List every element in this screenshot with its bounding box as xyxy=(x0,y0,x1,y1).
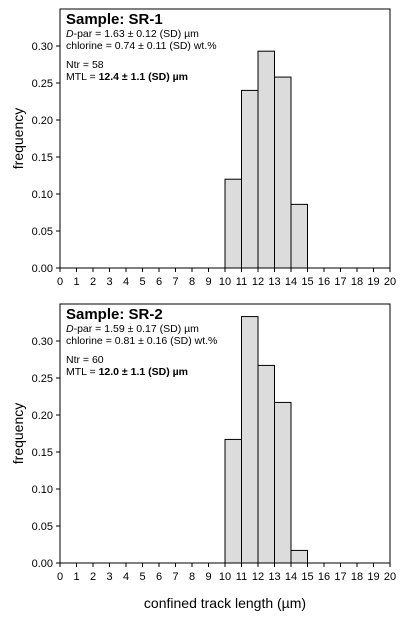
x-tick-label: 15 xyxy=(301,571,313,583)
x-tick-label: 16 xyxy=(318,571,330,583)
y-axis-label: frequency xyxy=(10,403,26,464)
x-tick-label: 20 xyxy=(384,276,396,288)
x-tick-label: 4 xyxy=(123,276,129,288)
bars xyxy=(224,50,308,269)
chlorine-stat: chlorine = 0.74 ± 0.11 (SD) wt.% xyxy=(66,40,217,52)
histogram-bar xyxy=(257,364,275,564)
histogram-bar xyxy=(224,438,242,564)
y-tick-label: 0.20 xyxy=(32,115,53,127)
y-tick-label: 0.10 xyxy=(32,484,53,496)
x-tick-label: 10 xyxy=(219,571,231,583)
y-axis-label: frequency xyxy=(10,108,26,169)
x-tick-label: 11 xyxy=(236,571,247,583)
dpar-value: -par = 1.63 ± 0.12 (SD) µm xyxy=(74,28,200,40)
x-tick-label: 14 xyxy=(285,276,297,288)
y-tick-label: 0.25 xyxy=(32,373,53,385)
x-axis-ticks: 0 1 2 3 4 5 6 7 8 9 10 11 12 13 14 15 16 17 18 19 20 xyxy=(57,268,396,288)
x-tick-label: 8 xyxy=(189,571,195,583)
x-tick-label: 12 xyxy=(252,276,264,288)
x-tick-label: 2 xyxy=(90,571,96,583)
x-tick-label: 13 xyxy=(268,276,280,288)
x-tick-label: 1 xyxy=(73,276,79,288)
histogram-bar xyxy=(290,203,308,269)
y-tick-label: 0.15 xyxy=(32,447,53,459)
y-tick-label: 0.30 xyxy=(32,41,53,53)
histogram-bar xyxy=(290,549,308,564)
x-tick-label: 18 xyxy=(351,571,363,583)
x-tick-label: 20 xyxy=(384,571,396,583)
dpar-stat: D-par = 1.63 ± 0.12 (SD) µm xyxy=(66,28,199,40)
x-tick-label: 16 xyxy=(318,276,330,288)
ntr-stat: Ntr = 60 xyxy=(66,354,104,366)
x-tick-label: 0 xyxy=(57,571,63,583)
mtl-stat: MTL = 12.4 ± 1.1 (SD) µm xyxy=(66,71,188,83)
ntr-stat: Ntr = 58 xyxy=(66,59,104,71)
x-tick-label: 7 xyxy=(172,571,178,583)
x-tick-label: 3 xyxy=(106,276,112,288)
y-tick-label: 0.25 xyxy=(32,78,53,90)
y-tick-label: 0.20 xyxy=(32,410,53,422)
x-tick-label: 9 xyxy=(205,571,211,583)
x-tick-label: 11 xyxy=(236,276,247,288)
sample-title: Sample: SR-2 xyxy=(66,306,163,323)
y-axis-ticks: 0.00 0.05 0.10 0.15 0.20 0.25 0.30 xyxy=(32,41,60,275)
mtl-prefix: MTL = xyxy=(66,366,99,378)
x-axis-label: confined track length (µm) xyxy=(144,595,306,611)
x-tick-label: 13 xyxy=(268,571,280,583)
x-tick-label: 18 xyxy=(351,276,363,288)
y-tick-label: 0.15 xyxy=(32,152,53,164)
x-tick-label: 3 xyxy=(106,571,112,583)
y-tick-label: 0.30 xyxy=(32,336,53,348)
y-tick-label: 0.05 xyxy=(32,226,53,238)
x-tick-label: 15 xyxy=(301,276,313,288)
y-tick-label: 0.00 xyxy=(32,263,53,275)
histogram-bar xyxy=(274,401,292,564)
dpar-stat: D-par = 1.59 ± 0.17 (SD) µm xyxy=(66,323,199,335)
mtl-stat: MTL = 12.0 ± 1.1 (SD) µm xyxy=(66,366,188,378)
x-tick-label: 14 xyxy=(285,571,297,583)
x-tick-label: 0 xyxy=(57,276,63,288)
y-tick-label: 0.10 xyxy=(32,189,53,201)
x-axis-ticks: 0 1 2 3 4 5 6 7 8 9 10 11 12 13 14 15 16 17 18 19 20 xyxy=(57,563,396,583)
bars xyxy=(224,316,308,564)
y-tick-label: 0.00 xyxy=(32,558,53,570)
dpar-italic: D xyxy=(66,323,74,335)
sample-title: Sample: SR-1 xyxy=(66,11,163,28)
x-tick-label: 5 xyxy=(139,276,145,288)
histogram-bar xyxy=(257,50,275,269)
histogram-bar xyxy=(274,76,292,269)
y-axis-ticks: 0.00 0.05 0.10 0.15 0.20 0.25 0.30 xyxy=(32,336,60,570)
x-tick-label: 9 xyxy=(205,276,211,288)
mtl-prefix: MTL = xyxy=(66,71,99,83)
histogram-bar xyxy=(241,89,259,269)
chlorine-stat: chlorine = 0.81 ± 0.16 (SD) wt.% xyxy=(66,335,217,347)
histogram-bar xyxy=(241,316,259,564)
mtl-value: 12.0 ± 1.1 (SD) µm xyxy=(99,366,188,378)
dpar-italic: D xyxy=(66,28,74,40)
x-tick-label: 19 xyxy=(367,571,379,583)
x-tick-label: 1 xyxy=(73,571,79,583)
x-tick-label: 8 xyxy=(189,276,195,288)
dpar-value: -par = 1.59 ± 0.17 (SD) µm xyxy=(74,323,200,335)
mtl-value: 12.4 ± 1.1 (SD) µm xyxy=(99,71,188,83)
x-tick-label: 17 xyxy=(334,276,346,288)
x-tick-label: 4 xyxy=(123,571,129,583)
x-tick-label: 6 xyxy=(156,276,162,288)
x-tick-label: 6 xyxy=(156,571,162,583)
histogram-bar xyxy=(224,178,242,269)
x-tick-label: 17 xyxy=(334,571,346,583)
x-tick-label: 5 xyxy=(139,571,145,583)
x-tick-label: 2 xyxy=(90,276,96,288)
x-tick-label: 10 xyxy=(219,276,231,288)
x-tick-label: 19 xyxy=(367,276,379,288)
y-tick-label: 0.05 xyxy=(32,521,53,533)
x-tick-label: 7 xyxy=(172,276,178,288)
x-tick-label: 12 xyxy=(252,571,264,583)
